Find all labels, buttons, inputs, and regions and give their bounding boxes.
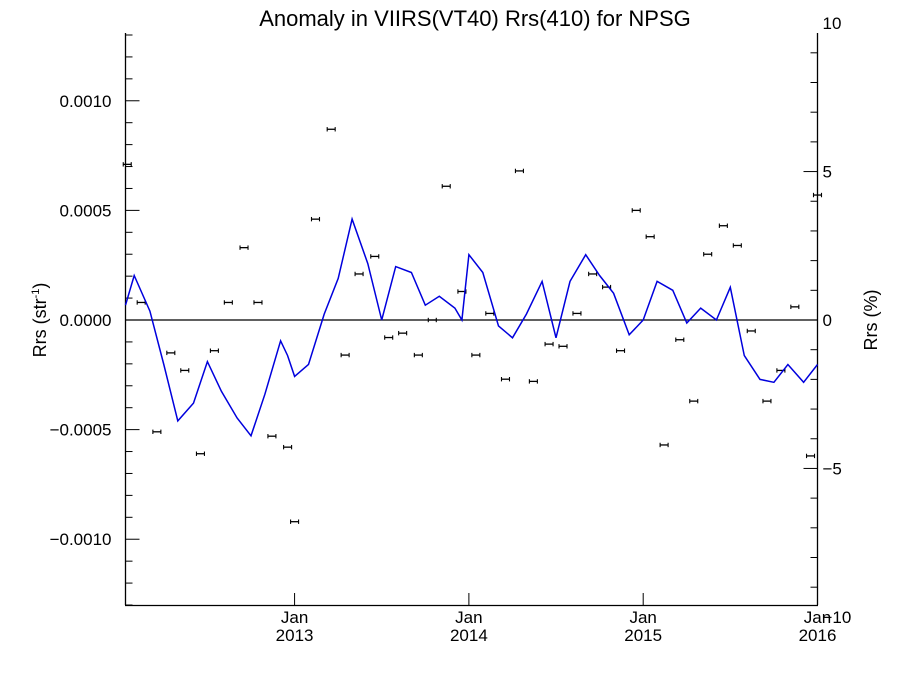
data-point — [732, 243, 742, 248]
anomaly-points — [122, 127, 823, 524]
data-point — [441, 184, 451, 189]
data-point — [659, 442, 669, 448]
data-point — [413, 352, 423, 358]
data-point — [544, 341, 554, 347]
chart-title: Anomaly in VIIRS(VT40) Rrs(410) for NPSG — [259, 6, 691, 31]
left-axis-label-main: Rrs (str — [30, 298, 50, 357]
data-point — [310, 216, 321, 222]
data-point — [384, 335, 394, 340]
data-point — [645, 234, 655, 239]
x-tick-month-label: Jan — [804, 608, 831, 627]
data-point — [718, 223, 728, 228]
data-point — [136, 300, 146, 305]
left-tick-label: 0.0010 — [60, 92, 112, 111]
data-point — [514, 168, 524, 174]
data-point — [558, 344, 568, 349]
left-axis-ticks: 0.0010 0.0005 0.0000 −0.0005 −0.0010 — [50, 34, 140, 606]
right-tick-label: 5 — [823, 163, 832, 182]
data-point — [283, 444, 293, 450]
data-point — [485, 311, 495, 316]
right-tick-label: −5 — [823, 459, 842, 478]
left-tick-label: −0.0010 — [50, 530, 112, 549]
data-point — [675, 337, 685, 342]
data-point — [588, 271, 598, 277]
x-tick-year-label: 2015 — [624, 626, 662, 645]
data-point — [166, 350, 176, 356]
data-point — [528, 379, 538, 384]
x-tick-month-label: Jan — [455, 608, 482, 627]
data-point — [239, 245, 249, 250]
data-point — [267, 433, 277, 439]
left-tick-label: 0.0005 — [60, 201, 112, 220]
data-point — [370, 254, 380, 259]
right-tick-label: 0 — [823, 311, 832, 330]
data-point — [152, 429, 162, 435]
data-point — [122, 162, 132, 167]
x-tick-month-label: Jan — [629, 608, 656, 627]
data-point — [703, 252, 713, 257]
data-point — [762, 398, 772, 404]
data-point — [340, 352, 350, 358]
left-tick-label: 0.0000 — [60, 311, 112, 330]
data-point — [615, 348, 626, 353]
x-tick-year-label: 2014 — [450, 626, 488, 645]
right-tick-label: 10 — [823, 14, 842, 33]
left-axis-label-close: ) — [30, 283, 50, 289]
data-point — [471, 352, 481, 358]
data-point — [253, 300, 263, 305]
left-axis-label-superscript: -1 — [30, 289, 42, 299]
right-axis-ticks: 10 5 0 −5 −10 — [803, 14, 852, 627]
data-point — [180, 368, 190, 373]
data-point — [631, 208, 641, 213]
data-point — [500, 376, 511, 382]
data-point — [354, 271, 364, 277]
x-tick-year-label: 2013 — [276, 626, 314, 645]
data-point — [326, 127, 336, 132]
data-point — [209, 348, 219, 353]
mean-anomaly-line — [124, 216, 819, 438]
left-axis-label: Rrs (str-1) — [30, 283, 50, 358]
data-point — [746, 328, 756, 334]
right-axis-label: Rrs (%) — [861, 290, 881, 351]
plot-frame — [124, 33, 819, 607]
x-tick-year-label: 2016 — [799, 626, 837, 645]
right-tick-label: −10 — [823, 608, 852, 627]
data-point — [427, 317, 437, 323]
data-point — [195, 451, 206, 456]
data-point — [398, 330, 408, 336]
data-point — [223, 300, 233, 305]
data-point — [812, 192, 823, 198]
data-point — [572, 311, 582, 316]
data-point — [290, 519, 300, 524]
data-point — [805, 453, 816, 459]
data-point — [689, 398, 699, 404]
x-tick-month-label: Jan — [281, 608, 308, 627]
data-point — [790, 304, 800, 310]
left-tick-label: −0.0005 — [50, 421, 112, 440]
